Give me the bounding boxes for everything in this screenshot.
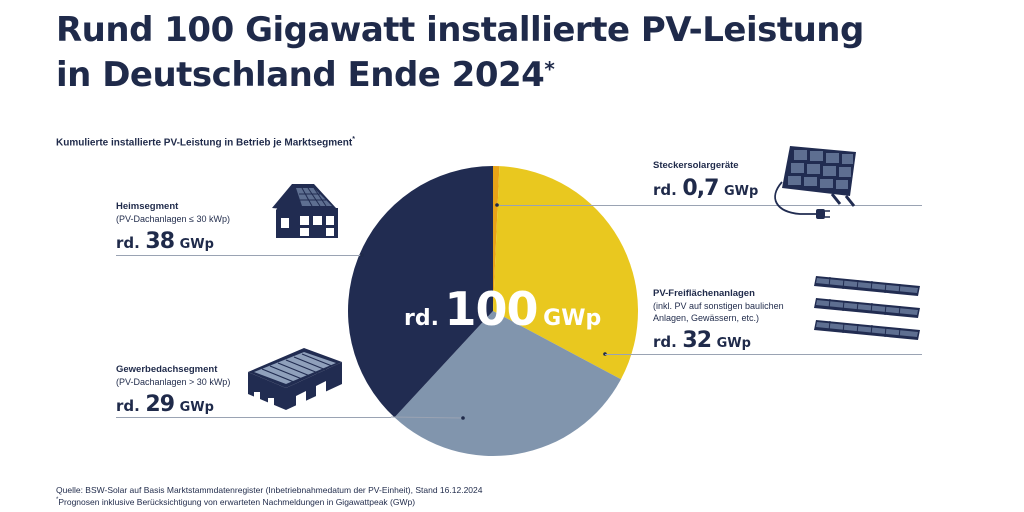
stecker-value: rd. 0,7 GWp [653, 176, 758, 201]
forecast-note: *Prognosen inklusive Berücksichtigung vo… [56, 497, 415, 507]
heim-rule [116, 255, 360, 256]
commercial-roof-solar-icon [248, 348, 342, 410]
stecker-unit: GWp [723, 184, 759, 199]
pie-total-label: rd. 100 GWp [404, 282, 601, 336]
leader-line-2 [390, 416, 464, 419]
chart-subtitle-mark: * [352, 136, 355, 143]
heim-unit: GWp [179, 237, 214, 252]
gewerbe-rule [116, 417, 391, 418]
total-value: 100 [444, 282, 539, 336]
title-line-2: in Deutschland Ende 2024* [56, 53, 956, 98]
leader-dot-2 [461, 416, 465, 420]
stecker-rule [500, 205, 922, 206]
freiflaeche-name: PV-Freiflächenanlagen [653, 288, 755, 299]
pie-slice-2 [394, 311, 621, 457]
heim-value: rd. 38 GWp [116, 229, 230, 254]
pie-slice-1 [493, 166, 638, 380]
gewerbe-number: 29 [145, 392, 175, 417]
heim-number: 38 [145, 229, 175, 254]
title-line-1: Rund 100 Gigawatt installierte PV-Leistu… [56, 10, 864, 50]
label-heimsegment: Heimsegment (PV-Dachanlagen ≤ 30 kWp) rd… [116, 201, 230, 254]
heim-prefix: rd. [116, 234, 140, 252]
forecast-note-mark: * [56, 497, 59, 504]
source-note: Quelle: BSW-Solar auf Basis Marktstammda… [56, 485, 483, 495]
gewerbe-name: Gewerbedachsegment [116, 364, 218, 375]
house-solar-icon [272, 184, 338, 238]
label-steckersolargeraete: Steckersolargeräte rd. 0,7 GWp [653, 160, 758, 201]
gewerbe-sub: (PV-Dachanlagen > 30 kWp) [116, 377, 231, 387]
freiflaeche-sub-1: (inkl. PV auf sonstigen baulichen [653, 301, 784, 311]
title-footnote-mark: * [544, 57, 555, 81]
chart-subtitle: Kumulierte installierte PV-Leistung in B… [56, 136, 355, 148]
leader-dot-0 [495, 203, 499, 207]
stecker-name: Steckersolargeräte [653, 160, 739, 171]
total-unit: GWp [543, 306, 602, 331]
label-freiflaechenanlagen: PV-Freiflächenanlagen (inkl. PV auf sons… [653, 288, 784, 353]
pie-slice-3 [348, 166, 493, 418]
freiflaeche-value: rd. 32 GWp [653, 328, 784, 353]
pie-slices [348, 166, 638, 457]
chart-subtitle-text: Kumulierte installierte PV-Leistung in B… [56, 137, 353, 149]
total-prefix: rd. [404, 306, 439, 331]
freiflaeche-unit: GWp [716, 336, 751, 351]
stecker-number: 0,7 [682, 176, 719, 201]
plug-in-solar-icon [774, 146, 856, 219]
freiflaeche-prefix: rd. [653, 333, 677, 351]
leader-dot-3 [360, 253, 364, 257]
freiflaeche-sub-2: Anlagen, Gewässern, etc.) [653, 313, 760, 323]
gewerbe-unit: GWp [179, 400, 214, 415]
freiflaeche-rule [605, 354, 922, 355]
pie-slice-0 [493, 166, 500, 311]
heim-name: Heimsegment [116, 201, 179, 212]
forecast-note-text: Prognosen inklusive Berücksichtigung von… [58, 497, 416, 507]
gewerbe-prefix: rd. [116, 397, 140, 415]
page-title: Rund 100 Gigawatt installierte PV-Leistu… [56, 8, 956, 98]
stecker-prefix: rd. [653, 181, 677, 199]
solar-field-icon [814, 276, 920, 340]
freiflaeche-number: 32 [682, 328, 712, 353]
gewerbe-value: rd. 29 GWp [116, 392, 230, 417]
label-gewerbedachsegment: Gewerbedachsegment (PV-Dachanlagen > 30 … [116, 364, 230, 417]
title-line-2-text: in Deutschland Ende 2024 [56, 55, 545, 95]
heim-sub: (PV-Dachanlagen ≤ 30 kWp) [116, 214, 230, 224]
